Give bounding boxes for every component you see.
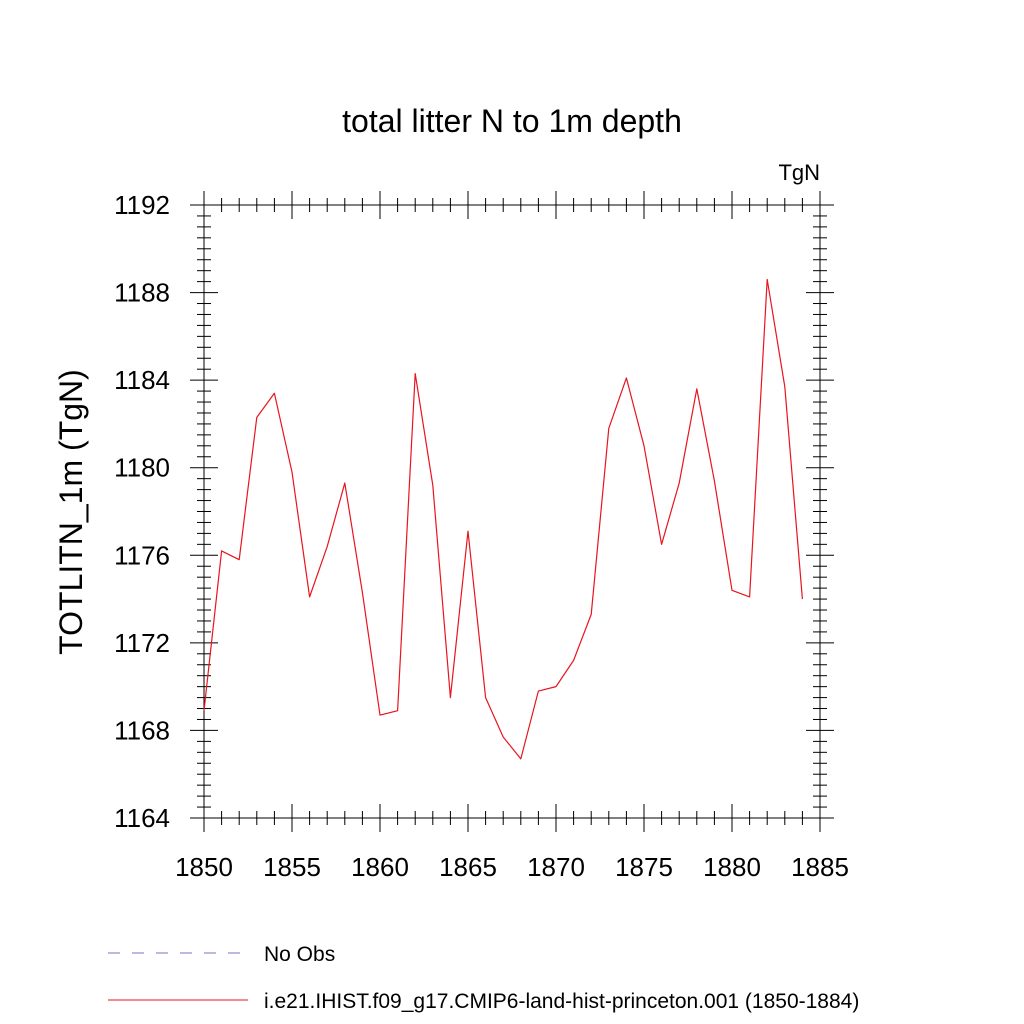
y-tick-label: 1192 <box>114 190 170 220</box>
x-tick-label: 1855 <box>263 852 321 882</box>
x-tick-label: 1860 <box>351 852 409 882</box>
legend: No Obs i.e21.IHIST.f09_g17.CMIP6-land-his… <box>108 943 859 1013</box>
x-tick-label: 1880 <box>703 852 761 882</box>
x-tick-label: 1865 <box>439 852 497 882</box>
y-tick-label: 1172 <box>114 628 170 658</box>
axis-ticks <box>190 191 834 832</box>
y-tick-label: 1176 <box>114 540 170 570</box>
legend-label: i.e21.IHIST.f09_g17.CMIP6-land-hist-prin… <box>264 990 859 1013</box>
units-label: TgN <box>778 160 820 185</box>
x-tick-label: 1875 <box>615 852 673 882</box>
y-tick-label: 1188 <box>114 278 170 308</box>
y-tick-label: 1168 <box>114 715 170 745</box>
y-tick-label: 1164 <box>114 803 170 833</box>
series-lines <box>203 278 803 760</box>
chart-title: total litter N to 1m depth <box>342 103 682 139</box>
x-tick-label: 1885 <box>791 852 849 882</box>
y-axis-label: TOTLITN_1m (TgN) <box>53 369 89 655</box>
legend-label: No Obs <box>264 943 335 966</box>
series-line <box>203 278 803 760</box>
x-tick-labels: 1850 1855 1860 1865 1870 1875 1880 1885 <box>175 852 849 882</box>
plot-frame <box>203 204 821 819</box>
x-tick-label: 1870 <box>527 852 585 882</box>
x-tick-label: 1850 <box>175 852 233 882</box>
y-tick-labels: 1164 1168 1172 1176 1180 1184 1188 1192 <box>114 190 170 833</box>
y-tick-label: 1184 <box>114 365 170 395</box>
y-tick-label: 1180 <box>114 453 170 483</box>
